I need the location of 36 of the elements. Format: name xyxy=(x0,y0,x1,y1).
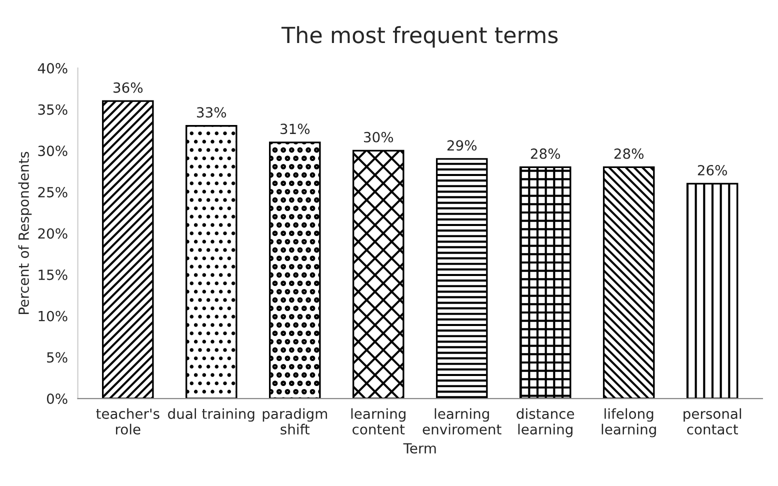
x-tick-label: learning content xyxy=(351,408,406,435)
x-tick-label: personal contact xyxy=(684,408,742,435)
bar xyxy=(519,166,572,399)
y-tick-label: 10% xyxy=(38,310,68,322)
x-tick-label: dual training xyxy=(168,408,254,422)
bar xyxy=(686,182,738,399)
y-tick-label: 35% xyxy=(38,104,68,115)
x-tick-label: teacher's role xyxy=(96,408,160,435)
y-tick-label: 15% xyxy=(38,270,68,280)
y-tick-label: 30% xyxy=(38,146,68,156)
y-tick-label: 0% xyxy=(46,393,68,404)
bar xyxy=(102,100,154,399)
data-label: 31% xyxy=(280,124,310,134)
y-tick-label: 20% xyxy=(38,228,68,239)
x-tick-label: learning enviroment xyxy=(422,408,502,435)
chart-title: The most frequent terms xyxy=(281,26,558,48)
bar xyxy=(186,125,238,399)
y-tick-label: 5% xyxy=(47,352,68,363)
x-tick-label: lifelong learning xyxy=(602,408,656,438)
data-label: 26% xyxy=(698,164,728,176)
data-label: 36% xyxy=(114,82,143,93)
data-label: 28% xyxy=(614,148,644,159)
bar xyxy=(436,158,488,399)
data-label: 30% xyxy=(364,132,394,142)
y-tick-label: 25% xyxy=(38,186,68,198)
bar xyxy=(602,166,655,399)
x-tick-label: paradigm shift xyxy=(262,408,327,435)
x-tick-label: distance learning xyxy=(516,408,574,438)
data-label: 29% xyxy=(447,140,477,151)
bar xyxy=(352,150,404,399)
bar xyxy=(269,142,321,399)
y-tick-label: 40% xyxy=(38,63,68,74)
x-axis-title: Term xyxy=(403,443,436,454)
data-label: 28% xyxy=(530,148,560,159)
y-axis-title: Percent of Respondents xyxy=(18,152,32,314)
data-label: 33% xyxy=(197,107,226,118)
